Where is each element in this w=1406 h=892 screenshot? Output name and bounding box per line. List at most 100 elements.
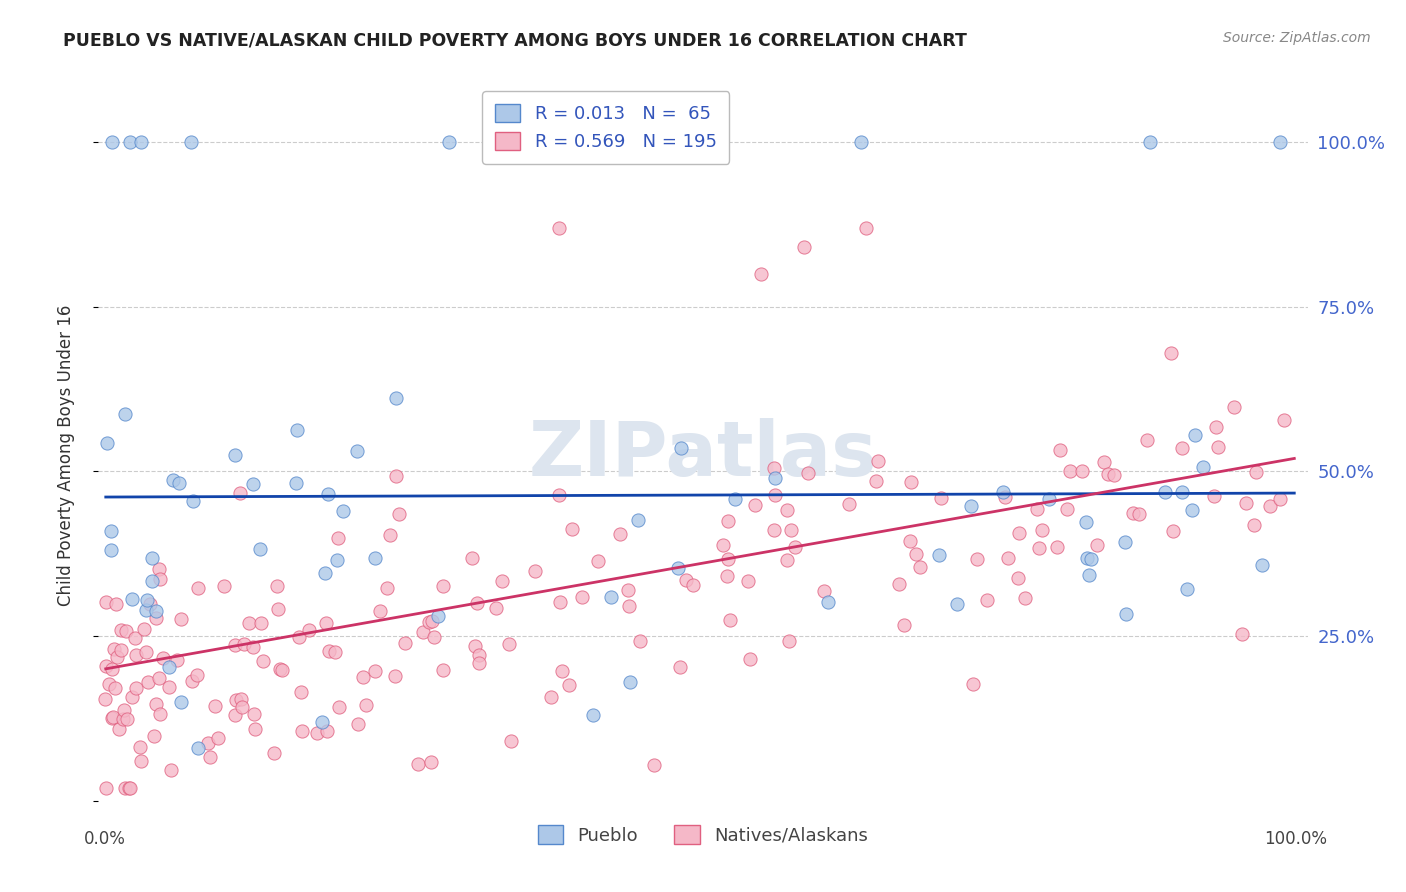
Point: [134, 622, 156, 636]
Point: [669, 660, 692, 674]
Point: [763, 471, 786, 485]
Point: [571, 591, 593, 605]
Point: [717, 514, 740, 528]
Point: [1161, 524, 1184, 538]
Point: [423, 630, 446, 644]
Point: [1171, 442, 1194, 456]
Point: [461, 551, 484, 566]
Point: [1154, 485, 1177, 500]
Point: [1270, 492, 1292, 507]
Point: [1076, 551, 1098, 566]
Point: [231, 691, 253, 706]
Point: [135, 645, 157, 659]
Point: [1268, 135, 1291, 149]
Point: [1122, 507, 1144, 521]
Point: [233, 637, 256, 651]
Point: [561, 522, 583, 536]
Point: [224, 449, 246, 463]
Point: [352, 670, 374, 684]
Point: [100, 135, 122, 149]
Y-axis label: Child Poverty Among Boys Under 16: Child Poverty Among Boys Under 16: [56, 304, 75, 606]
Point: [1115, 607, 1137, 622]
Point: [242, 706, 264, 721]
Point: [375, 582, 398, 596]
Point: [1160, 346, 1182, 360]
Point: [868, 454, 890, 468]
Point: [125, 648, 148, 662]
Point: [135, 602, 157, 616]
Point: [627, 513, 650, 527]
Point: [94, 692, 117, 706]
Point: [284, 475, 307, 490]
Point: [711, 538, 734, 552]
Point: [242, 477, 264, 491]
Point: [1202, 489, 1225, 503]
Point: [101, 662, 124, 676]
Point: [121, 690, 143, 704]
Point: [1135, 434, 1157, 448]
Point: [643, 758, 665, 772]
Point: [908, 560, 931, 574]
Point: [600, 590, 623, 604]
Point: [997, 550, 1019, 565]
Point: [385, 391, 408, 405]
Point: [412, 625, 434, 640]
Point: [523, 564, 546, 578]
Point: [616, 583, 638, 598]
Point: [112, 703, 135, 717]
Point: [1114, 534, 1136, 549]
Point: [326, 531, 349, 545]
Legend: Pueblo, Natives/Alaskans: Pueblo, Natives/Alaskans: [530, 818, 876, 852]
Point: [96, 595, 118, 609]
Point: [422, 614, 444, 628]
Point: [1175, 582, 1198, 596]
Point: [180, 135, 202, 149]
Point: [1025, 502, 1047, 516]
Point: [100, 524, 122, 538]
Point: [1230, 627, 1253, 641]
Point: [976, 593, 998, 607]
Point: [889, 577, 911, 591]
Point: [157, 660, 180, 674]
Point: [1181, 502, 1204, 516]
Point: [104, 681, 127, 695]
Point: [148, 671, 170, 685]
Point: [1014, 591, 1036, 605]
Point: [139, 597, 162, 611]
Text: Source: ZipAtlas.com: Source: ZipAtlas.com: [1223, 31, 1371, 45]
Point: [290, 684, 312, 698]
Point: [243, 722, 266, 736]
Point: [1206, 440, 1229, 454]
Point: [285, 423, 308, 437]
Point: [793, 240, 815, 254]
Point: [1028, 541, 1050, 556]
Point: [115, 624, 138, 639]
Point: [1038, 491, 1060, 506]
Point: [1085, 537, 1108, 551]
Point: [1056, 502, 1078, 516]
Point: [1192, 460, 1215, 475]
Point: [124, 631, 146, 645]
Point: [291, 723, 314, 738]
Point: [928, 548, 950, 562]
Point: [170, 695, 193, 709]
Point: [142, 729, 165, 743]
Point: [225, 693, 247, 707]
Point: [105, 649, 128, 664]
Point: [157, 680, 180, 694]
Point: [298, 623, 321, 637]
Point: [1128, 507, 1150, 521]
Point: [898, 533, 921, 548]
Point: [548, 488, 571, 502]
Point: [128, 740, 150, 755]
Point: [1071, 464, 1094, 478]
Point: [100, 543, 122, 558]
Point: [288, 631, 311, 645]
Point: [675, 574, 697, 588]
Point: [94, 780, 117, 795]
Point: [1074, 515, 1097, 529]
Point: [121, 591, 143, 606]
Point: [347, 716, 370, 731]
Point: [783, 540, 806, 554]
Point: [252, 655, 274, 669]
